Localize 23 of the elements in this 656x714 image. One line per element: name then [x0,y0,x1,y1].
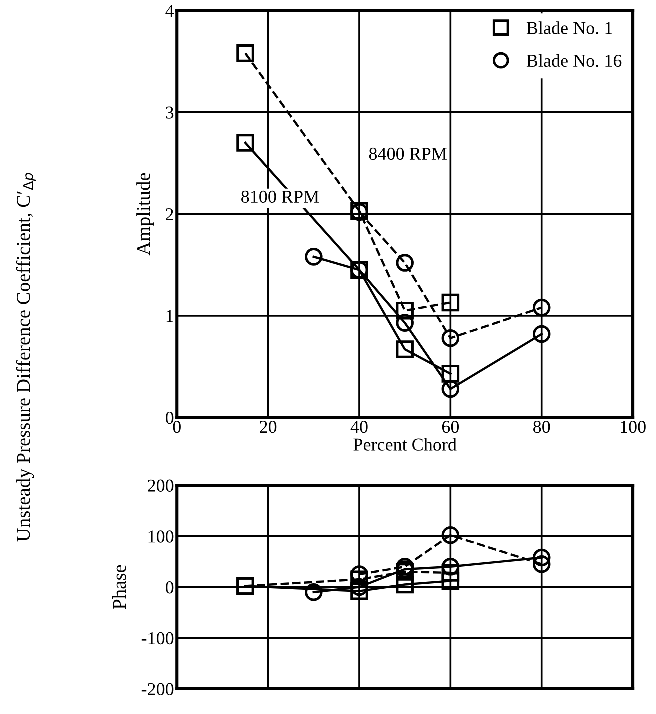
x-tick-label: 60 [442,420,460,434]
y-axis-title: Amplitude [136,173,154,256]
annotation: 8400 RPM [369,148,447,160]
legend-label: Blade No. 1 [526,22,612,34]
y-tick-label: 200 [148,480,174,492]
y-tick-label: 3 [166,106,174,119]
y-axis-title: Phase [112,565,126,610]
annotation: 8100 RPM [242,190,320,204]
y-tick-label: 100 [148,530,174,543]
y-tick-label: -100 [142,632,174,645]
y-tick-label: 0 [166,582,174,594]
y-tick-label: 0 [166,412,174,424]
text: Unsteady Pressure Difference Coefficient, C′$_{Δp}$ [16,173,36,542]
y-tick-label: 2 [166,208,174,220]
legend-label: Blade No. 16 [526,54,622,68]
x-tick-label: 40 [350,420,368,434]
x-tick-label: 80 [534,420,550,434]
y-tick-label: -200 [142,683,174,696]
x-axis-title: Percent Chord [354,438,457,451]
x-tick-label: 20 [260,420,277,434]
x-tick-label: 100 [621,420,646,434]
y-tick-label: 4 [166,5,174,17]
y-tick-label: 1 [166,310,174,322]
